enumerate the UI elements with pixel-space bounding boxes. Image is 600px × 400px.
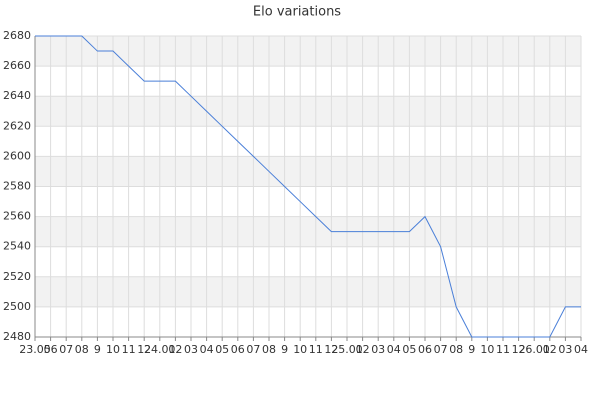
y-tick-label: 2660 xyxy=(3,59,31,72)
y-tick-label: 2540 xyxy=(3,240,31,253)
x-tick-label: 08 xyxy=(449,343,463,356)
x-tick-label: 03 xyxy=(371,343,385,356)
x-tick-label: 06 xyxy=(418,343,432,356)
chart-title: Elo variations xyxy=(253,5,341,20)
x-tick-label: 05 xyxy=(215,343,229,356)
grid-band xyxy=(35,156,581,187)
x-tick-label: 02 xyxy=(356,343,370,356)
line xyxy=(35,35,581,338)
grid-band xyxy=(35,36,581,67)
x-tick-label: 05 xyxy=(402,343,416,356)
x-tick-label: 11 xyxy=(309,343,323,356)
y-tick-label: 2560 xyxy=(3,210,31,223)
x-tick-label: 03 xyxy=(558,343,572,356)
x-tick-label: 12 xyxy=(137,343,151,356)
x-tick-label: 25.01 xyxy=(331,343,363,356)
grid-band xyxy=(35,276,581,307)
x-tick-label: 10 xyxy=(106,343,120,356)
grid-band xyxy=(35,216,581,247)
x-tick-label: 9 xyxy=(281,343,288,356)
y-tick-label: 2500 xyxy=(3,300,31,313)
x-tick-label: 12 xyxy=(324,343,338,356)
x-tick-label: 03 xyxy=(184,343,198,356)
y-tick-label: 2620 xyxy=(3,119,31,132)
x-tick-label: 07 xyxy=(246,343,260,356)
y-tick-label: 2600 xyxy=(3,149,31,162)
x-tick-label: 23.05 xyxy=(19,343,51,356)
x-tick-label: 08 xyxy=(75,343,89,356)
x-tick-label: 11 xyxy=(496,343,510,356)
x-tick-label: 11 xyxy=(122,343,136,356)
x-tick-label: 06 xyxy=(44,343,58,356)
y-tick-label: 2580 xyxy=(3,180,31,193)
y-tick-label: 2480 xyxy=(3,330,31,343)
x-tick-label: 12 xyxy=(512,343,526,356)
x-tick-label: 07 xyxy=(434,343,448,356)
y-tick-label: 2640 xyxy=(3,89,31,102)
x-tick-label: 24.01 xyxy=(144,343,176,356)
y-tick-label: 2680 xyxy=(3,29,31,42)
x-tick-label: 02 xyxy=(543,343,557,356)
x-tick-label: 04 xyxy=(574,343,588,356)
x-tick-label: 07 xyxy=(59,343,73,356)
x-tick-label: 9 xyxy=(94,343,101,356)
x-tick-label: 9 xyxy=(468,343,475,356)
x-tick-label: 10 xyxy=(480,343,494,356)
y-tick-label: 2520 xyxy=(3,270,31,283)
x-tick-label: 26.01 xyxy=(518,343,550,356)
x-tick-label: 04 xyxy=(387,343,401,356)
x-tick-label: 10 xyxy=(293,343,307,356)
x-tick-label: 02 xyxy=(168,343,182,356)
x-tick-label: 06 xyxy=(231,343,245,356)
x-tick-label: 04 xyxy=(200,343,214,356)
grid-band xyxy=(35,96,581,127)
x-tick-label: 08 xyxy=(262,343,276,356)
